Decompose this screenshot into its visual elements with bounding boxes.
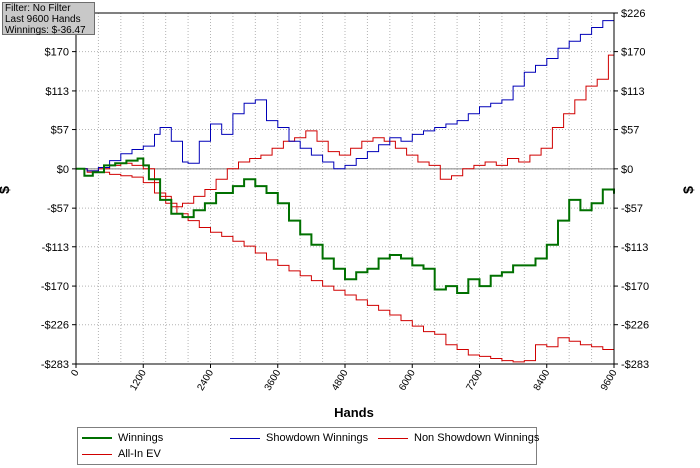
x-tick-label: 9600 [599,368,620,393]
y-tick-label-left: $0 [57,164,69,176]
series-line-non-showdown-winnings [76,54,615,208]
x-tick-label: 0 [69,368,82,379]
y-tick-label-right: -$57 [621,203,643,215]
legend-label: Non Showdown Winnings [414,432,540,444]
last-hands-text: Last 9600 Hands [5,14,81,25]
y-tick-label-left: -$113 [42,242,69,254]
legend-label: Winnings [118,432,164,444]
grid [76,13,614,364]
y-tick-label-right: $0 [621,164,633,176]
y-tick-label-left: $113 [45,86,69,98]
x-tick-label: 2400 [195,368,216,393]
filter-text: Filter: No Filter [5,3,71,14]
filter-info-box: Filter: No Filter Last 9600 Hands Winnin… [2,2,95,36]
x-tick-label: 7200 [464,368,485,393]
series-line-all-in-ev [76,168,615,363]
legend-swatch [82,453,112,455]
y-tick-label-right: -$113 [621,242,648,254]
winnings-text: Winnings: $-36.47 [5,25,86,36]
y-tick-label-right: $57 [621,125,639,137]
y-tick-label-left: -$226 [41,320,69,332]
y-tick-label-right: $170 [621,47,645,59]
y-tick-label-left: -$283 [41,359,69,371]
legend-swatch [230,437,260,439]
legend-swatch [378,437,408,439]
y-tick-label-left: -$57 [47,203,69,215]
y-tick-label-right: -$170 [621,281,649,293]
x-tick-label: 4800 [330,368,351,393]
legend-item-all-in-ev: All-In EV [82,447,161,461]
legend-item-showdown-winnings: Showdown Winnings [230,431,368,445]
y-axis-title-right: $ [680,186,696,194]
legend-item-non-showdown-winnings: Non Showdown Winnings [378,431,539,445]
x-tick-label: 3600 [263,368,284,393]
legend-label: All-In EV [118,448,161,460]
legend-swatch [82,437,112,440]
x-tick-label: 1200 [128,368,149,393]
y-axis-title-left: $ [0,186,12,194]
x-tick-label: 6000 [397,368,418,393]
legend: Winnings Showdown Winnings Non Showdown … [77,427,539,465]
x-tick-label: 8400 [532,368,553,393]
legend-label: Showdown Winnings [266,432,369,444]
y-tick-label-left: $170 [45,47,69,59]
legend-item-winnings: Winnings [82,431,163,445]
series-lines [76,13,615,363]
y-tick-label-right: -$283 [621,359,649,371]
series-line-showdown-winnings [76,13,615,172]
y-tick-label-right: $226 [621,8,645,20]
x-axis-title: Hands [334,405,374,420]
y-tick-label-right: -$226 [621,320,649,332]
series-line-winnings [76,157,615,294]
plot-frame [75,12,615,365]
axes: 0 1200 2400 3600 4800 6000 7200 8400 9600-$283 -$… [41,8,649,393]
y-tick-label-left: -$170 [41,281,69,293]
y-tick-label-left: $57 [51,125,69,137]
y-tick-label-right: $113 [621,86,645,98]
